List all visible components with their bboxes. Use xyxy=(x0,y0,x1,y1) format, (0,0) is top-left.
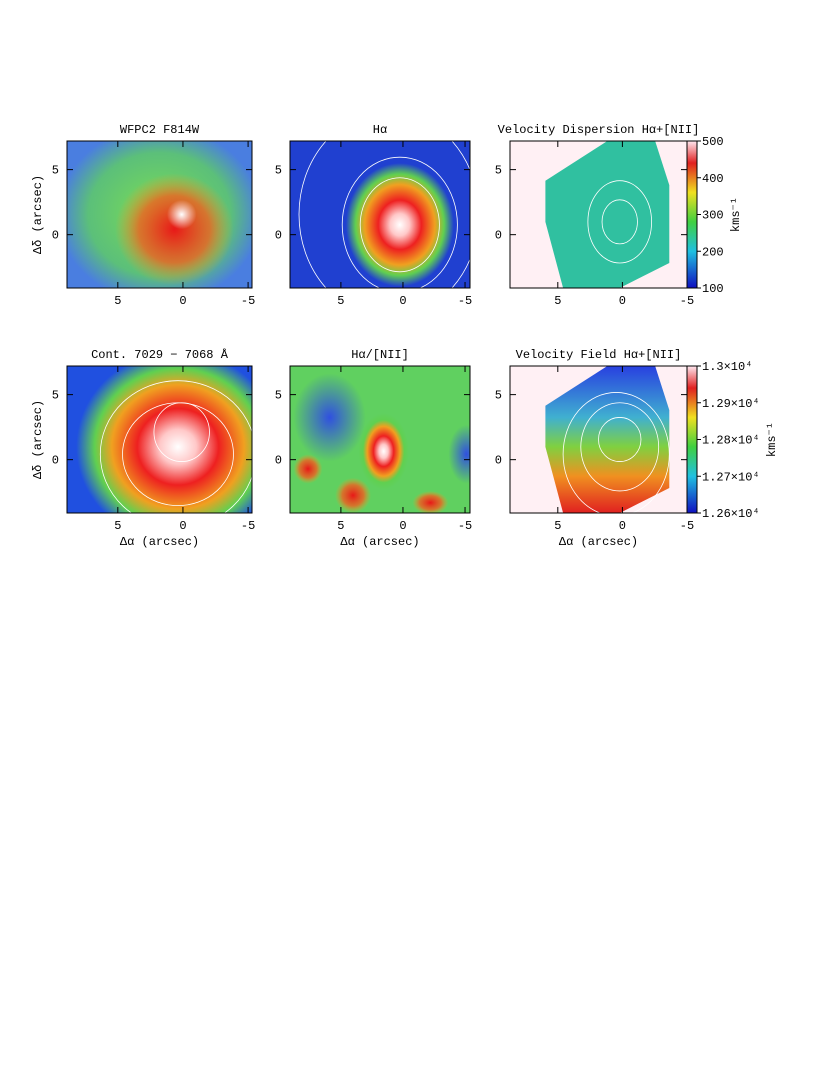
contour xyxy=(341,156,458,288)
contour xyxy=(580,402,660,492)
contour xyxy=(587,180,653,264)
x-tick-label: -5 xyxy=(458,294,472,308)
x-tick-label: -5 xyxy=(241,294,255,308)
colorbar-tick-label: 1.3×10⁴ xyxy=(702,360,752,374)
y-tick-label: 5 xyxy=(495,389,502,403)
x-axis-label: Δα (arcsec) xyxy=(340,535,419,549)
image-blob xyxy=(166,199,197,230)
colorbar-label: kms⁻¹ xyxy=(765,422,779,457)
panel: Hα/[NII] 5 0 -5 0 5 Δα (arcsec) xyxy=(275,348,472,549)
colorbar-tick-label: 1.28×10⁴ xyxy=(702,434,760,448)
panel-title: Hα xyxy=(373,123,387,137)
panel: Hα 5 0 -5 0 5 xyxy=(275,123,472,308)
x-tick-label: 5 xyxy=(337,294,344,308)
panel: Velocity Dispersion Hα+[NII] 5 0 -5 0 5 100 200… xyxy=(495,123,743,308)
x-tick-label: 0 xyxy=(619,294,626,308)
y-tick-label: 5 xyxy=(275,389,282,403)
image-blob xyxy=(335,477,371,513)
y-tick-label: 5 xyxy=(52,389,59,403)
x-tick-label: 5 xyxy=(114,294,121,308)
image-region xyxy=(545,366,670,513)
y-axis-label: Δδ (arcsec) xyxy=(31,400,45,479)
image xyxy=(510,366,687,513)
image-blob xyxy=(412,490,449,513)
x-tick-label: 0 xyxy=(399,519,406,533)
x-tick-label: 5 xyxy=(554,294,561,308)
image xyxy=(290,366,470,513)
x-tick-label: -5 xyxy=(680,519,694,533)
x-tick-label: 0 xyxy=(179,294,186,308)
contour xyxy=(598,417,642,462)
panel-title: Hα/[NII] xyxy=(351,348,409,362)
x-axis-label: Δα (arcsec) xyxy=(559,535,638,549)
colorbar-tick-label: 1.29×10⁴ xyxy=(702,397,760,411)
colorbar-tick-label: 1.27×10⁴ xyxy=(702,470,760,484)
image-blob xyxy=(358,413,409,490)
frame xyxy=(289,140,471,289)
x-tick-label: -5 xyxy=(241,519,255,533)
image-blob xyxy=(293,454,323,484)
x-axis-label: Δα (arcsec) xyxy=(120,535,199,549)
contour xyxy=(562,392,670,513)
y-tick-label: 0 xyxy=(275,454,282,468)
colorbar-tick-label: 100 xyxy=(702,282,724,296)
colorbar-tick-label: 300 xyxy=(702,209,724,223)
x-tick-label: 0 xyxy=(399,294,406,308)
image xyxy=(67,141,252,288)
contour xyxy=(298,141,470,288)
image-blob xyxy=(448,424,470,484)
frame xyxy=(66,140,253,289)
image-blob xyxy=(76,366,252,513)
y-axis-label: Δδ (arcsec) xyxy=(31,175,45,254)
contour xyxy=(601,199,638,245)
contour xyxy=(99,380,252,513)
frame xyxy=(66,365,253,514)
colorbar-tick-label: 400 xyxy=(702,172,724,186)
x-tick-label: -5 xyxy=(680,294,694,308)
x-tick-label: -5 xyxy=(458,519,472,533)
image-region xyxy=(545,141,670,288)
contour xyxy=(153,402,210,462)
image xyxy=(290,141,470,288)
image xyxy=(510,141,687,288)
colorbar-tick-label: 500 xyxy=(702,135,724,149)
colorbar xyxy=(686,140,698,289)
y-tick-label: 0 xyxy=(495,229,502,243)
image-blob xyxy=(115,173,234,286)
y-tick-label: 5 xyxy=(52,164,59,178)
colorbar-tick-label: 200 xyxy=(702,245,724,259)
x-tick-label: 0 xyxy=(619,519,626,533)
contour xyxy=(359,177,440,273)
panel-title: WFPC2 F814W xyxy=(120,123,200,137)
x-tick-label: 5 xyxy=(554,519,561,533)
frame xyxy=(289,365,471,514)
colorbar xyxy=(686,365,698,514)
y-tick-label: 5 xyxy=(495,164,502,178)
colorbar-tick-label: 1.26×10⁴ xyxy=(702,507,760,521)
image-blob xyxy=(293,373,366,462)
panel: Velocity Field Hα+[NII] 5 0 -5 0 5 Δα (arcsec)… xyxy=(495,348,779,549)
image-blob xyxy=(345,163,454,287)
x-tick-label: 0 xyxy=(179,519,186,533)
y-tick-label: 0 xyxy=(275,229,282,243)
x-tick-label: 5 xyxy=(337,519,344,533)
x-tick-label: 5 xyxy=(114,519,121,533)
y-tick-label: 0 xyxy=(52,454,59,468)
panel-title: Velocity Dispersion Hα+[NII] xyxy=(498,123,700,137)
y-tick-label: 0 xyxy=(52,229,59,243)
panel: WFPC2 F814W 5 0 -5 0 5 Δδ (arcsec) xyxy=(31,123,255,308)
panel-title: Cont. 7029 − 7068 Å xyxy=(91,347,229,362)
image xyxy=(67,366,252,513)
panel: Cont. 7029 − 7068 Å 5 0 -5 0 5 Δα (arcsec) Δδ (… xyxy=(31,347,255,549)
panel-title: Velocity Field Hα+[NII] xyxy=(516,348,682,362)
y-tick-label: 0 xyxy=(495,454,502,468)
colorbar-label: kms⁻¹ xyxy=(729,197,743,232)
y-tick-label: 5 xyxy=(275,164,282,178)
